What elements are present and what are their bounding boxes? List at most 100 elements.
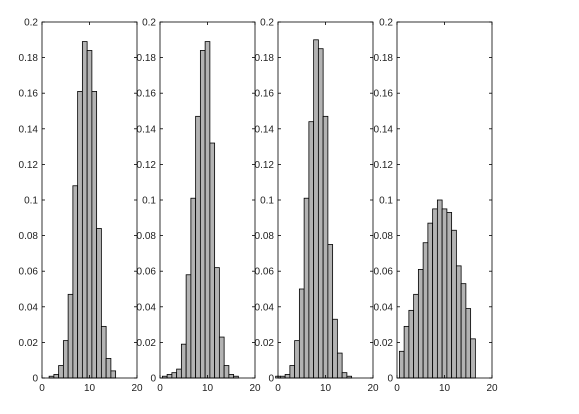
histogram-bar [422,242,429,379]
histogram-bar [436,199,443,379]
y-tick-label: 0.08 [255,231,275,242]
histogram-bar [284,374,291,379]
histogram-bar [81,41,88,379]
histogram-bar [341,372,348,379]
y-tick-label: 0.14 [19,124,39,135]
chart-panel-1: 0 0.02 0.04 0.06 0.08 0.1 0.12 0.14 0.16 0.18 0.2 0… [19,18,143,395]
y-tick-label: 0.16 [374,89,394,100]
x-tick-label: 10 [320,383,332,394]
y-tick-label: 0.02 [255,338,275,349]
y-tick-label: 0.16 [137,89,157,100]
histogram-bar [446,212,453,379]
histogram-bar [171,372,178,379]
y-tick-label: 0.06 [19,267,39,278]
histogram-bar [166,374,173,379]
histogram-bar [294,340,300,379]
x-tick-label: 10 [202,383,214,394]
y-tick-label: 0.18 [137,53,157,64]
histogram-bar [417,269,424,379]
y-tick-label: 0.18 [255,53,275,64]
y-tick-label: 0.14 [137,124,157,135]
histogram-bar [110,370,117,379]
y-tick-label: 0.04 [137,302,157,313]
y-tick-label: 0.04 [19,302,39,313]
histogram-bar [313,39,319,379]
histogram-bar [77,91,83,379]
y-tick-label: 0.16 [19,89,39,100]
y-tick-label: 0 [150,374,156,385]
histogram-bar [91,91,98,379]
histogram-bar [465,308,472,379]
y-tick-label: 0.04 [374,302,394,313]
histogram-bar [176,368,182,379]
y-tick-label: 0.08 [374,231,394,242]
histogram-bar [180,343,187,379]
y-tick-label: 0.12 [255,160,275,171]
chart-panel-2: 0 0.02 0.04 0.06 0.08 0.1 0.12 0.14 0.16 0.18 0.2 0… [137,18,261,395]
chart-panel-3: 0 0.02 0.04 0.06 0.08 0.1 0.12 0.14 0.16 0.18 0.2 0… [255,18,379,395]
histogram-bar [408,309,415,379]
y-tick-label: 0.1 [260,196,274,207]
chart-panel-4: 0 0.02 0.04 0.06 0.08 0.1 0.12 0.14 0.16 0.18 0.2 0… [374,18,498,395]
y-tick-label: 0.08 [19,231,39,242]
histogram-bar [223,365,230,379]
x-tick-label: 0 [394,383,400,394]
y-tick-label: 0.1 [379,196,393,207]
y-tick-label: 0.06 [374,267,394,278]
y-tick-label: 0 [268,374,274,385]
y-tick-label: 0.06 [255,267,275,278]
histogram-bar [190,197,197,379]
histogram-bar [96,228,102,379]
histogram-bar [451,229,457,379]
y-tick-label: 0.14 [374,124,394,135]
x-tick-label: 10 [439,383,451,394]
y-tick-label: 0.2 [379,18,393,29]
histogram-bar [214,267,220,379]
histogram-bar [62,340,69,379]
histogram-bar [308,121,315,379]
histogram-bar [317,48,324,379]
histogram-bar [195,115,201,379]
y-tick-label: 0 [32,374,38,385]
x-tick-label: 20 [486,383,498,394]
histogram-bar [199,50,206,379]
y-tick-label: 0.12 [137,160,157,171]
y-tick-label: 0.14 [255,124,275,135]
histogram-bar [322,115,329,379]
y-tick-label: 0.2 [142,18,156,29]
histogram-bar [470,338,476,379]
histogram-bar [432,208,438,379]
y-tick-label: 0.08 [137,231,157,242]
x-tick-label: 0 [275,383,281,394]
histogram-bar [86,50,93,379]
x-tick-label: 20 [367,383,379,394]
y-tick-label: 0.18 [19,53,39,64]
histogram-bar [460,283,467,379]
x-tick-label: 20 [249,383,261,394]
histogram-bar [204,41,211,379]
histogram-bar [413,293,419,379]
histogram-bar [441,208,448,379]
histogram-bar [298,288,305,379]
histogram-bar [403,325,410,379]
y-tick-label: 0.18 [374,53,394,64]
histogram-bar [185,274,192,379]
y-tick-label: 0.04 [255,302,275,313]
y-tick-label: 0.2 [24,18,38,29]
histogram-bar [105,358,112,379]
histogram-bar [72,185,79,379]
histogram-bar [218,336,225,379]
x-tick-label: 10 [84,383,96,394]
y-tick-label: 0.1 [24,196,38,207]
y-tick-label: 0.06 [137,267,157,278]
y-tick-label: 0.16 [255,89,275,100]
histogram-bar [58,365,64,379]
y-tick-label: 0.12 [374,160,394,171]
histogram-bar [53,374,60,379]
histogram-bar [228,374,235,379]
histogram-bar [100,325,107,379]
y-tick-label: 0.12 [19,160,39,171]
histogram-bar [455,265,462,379]
y-tick-label: 0 [387,374,393,385]
y-tick-label: 0.2 [260,18,274,29]
